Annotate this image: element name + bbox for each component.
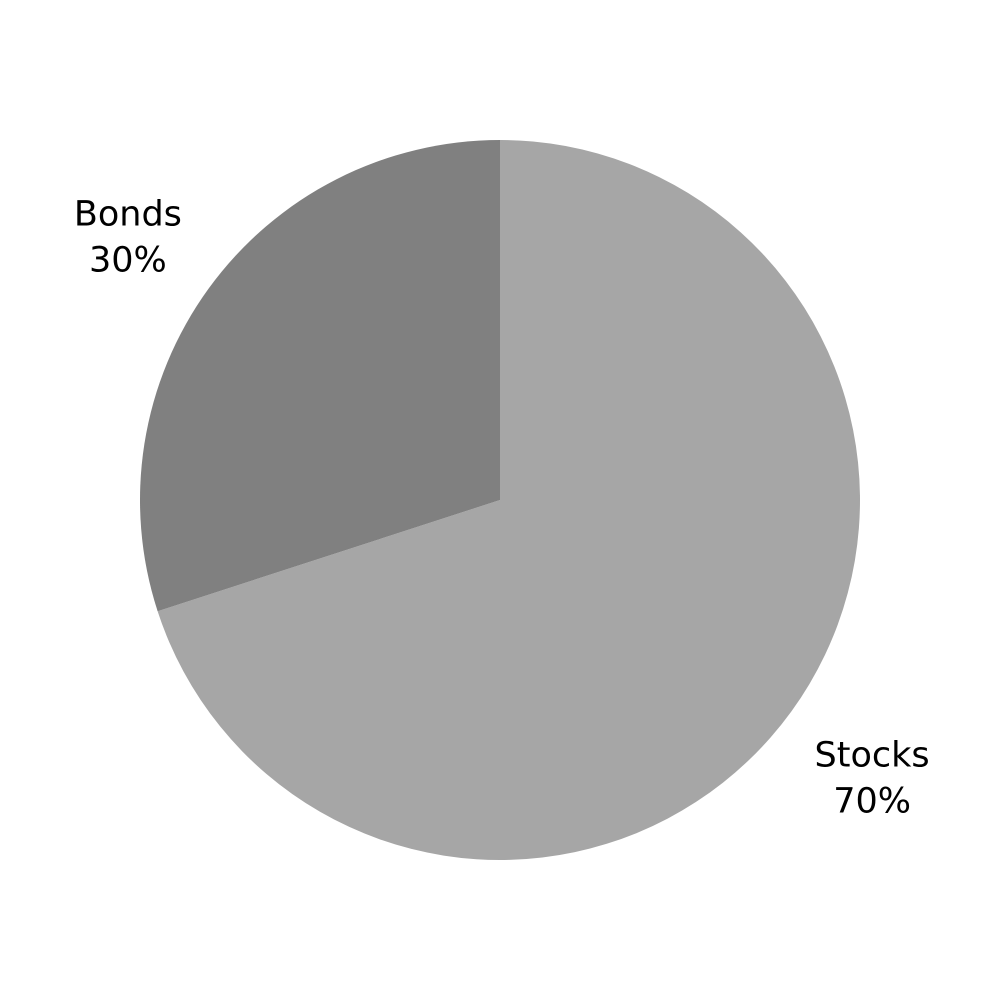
slice-value-bonds: 30% bbox=[89, 241, 167, 281]
pie-slice-bonds bbox=[139, 140, 500, 612]
slice-label-stocks: Stocks bbox=[815, 735, 930, 775]
slice-label-bonds: Bonds bbox=[74, 195, 182, 235]
pie-labels: Stocks 70% Bonds 30% bbox=[74, 195, 930, 822]
pie-slices bbox=[139, 140, 860, 860]
slice-value-stocks: 70% bbox=[833, 781, 911, 821]
pie-slice-stocks bbox=[157, 140, 860, 860]
